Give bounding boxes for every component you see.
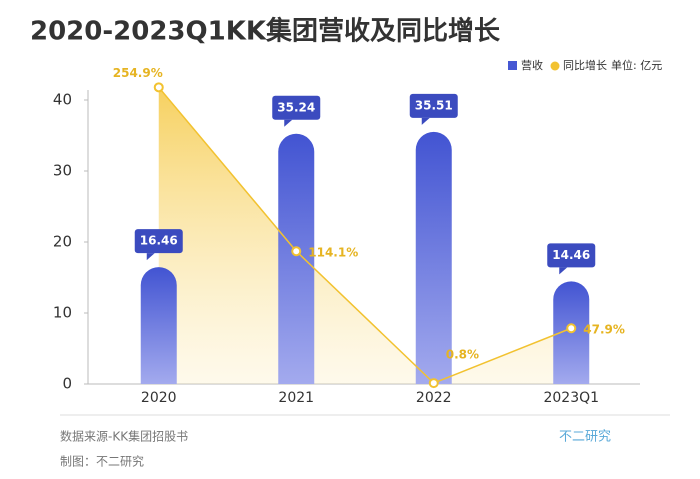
- source: 数据来源-KK集团招股书: [60, 429, 188, 444]
- growth-area: [158, 87, 572, 385]
- growth-label: 114.1%: [308, 246, 358, 260]
- bar-label-bg: [272, 95, 321, 120]
- growth-label: 0.8%: [446, 348, 479, 362]
- bar-label-bg: [547, 243, 596, 268]
- bar-label-bg: [134, 229, 183, 254]
- growth-point: [153, 82, 164, 93]
- growth-label: 254.9%: [113, 66, 163, 80]
- x-tick-label: 2022: [416, 390, 452, 406]
- growth-point: [566, 323, 577, 334]
- legend-swatch: [508, 61, 517, 70]
- bar-label-pointer: [559, 267, 568, 275]
- y-tick-label: 40: [53, 91, 72, 109]
- unit-label: 单位: 亿元: [611, 58, 662, 72]
- legend-label: 营收: [521, 58, 543, 72]
- x-tick-label: 2021: [278, 390, 314, 406]
- bar-label: 16.46: [140, 234, 178, 248]
- growth-point: [428, 378, 439, 389]
- growth-point: [291, 246, 302, 257]
- x-tick-label: 2023Q1: [543, 390, 599, 406]
- bar-label: 35.24: [277, 100, 315, 114]
- credit: 制图：不二研究: [60, 454, 144, 469]
- y-tick-label: 0: [62, 375, 72, 393]
- legend-swatch: [550, 61, 560, 71]
- bar: [140, 267, 177, 384]
- growth-label: 47.9%: [583, 323, 625, 337]
- bar-label: 35.51: [415, 98, 453, 112]
- y-tick-label: 10: [53, 304, 72, 322]
- bar-label-bg: [409, 93, 458, 118]
- chart-title: 2020-2023Q1KK集团营收及同比增长: [30, 16, 501, 47]
- legend-label: 同比增长: [563, 58, 607, 72]
- bar: [278, 133, 315, 384]
- bar-label-pointer: [421, 117, 430, 125]
- bar-label-pointer: [284, 119, 293, 127]
- bar: [415, 131, 452, 384]
- y-tick-label: 30: [53, 162, 72, 180]
- bar-label-pointer: [146, 253, 155, 261]
- bar-label: 14.46: [552, 248, 590, 262]
- growth-line: [158, 86, 572, 384]
- y-tick-label: 20: [53, 233, 72, 251]
- x-tick-label: 2020: [141, 390, 177, 406]
- brand: 不二研究: [559, 430, 611, 445]
